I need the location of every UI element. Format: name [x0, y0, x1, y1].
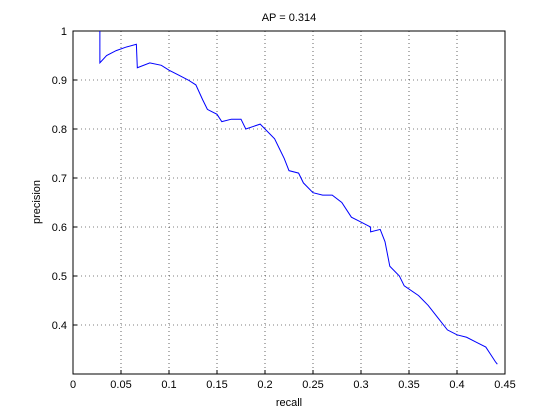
- chart-title: AP = 0.314: [262, 12, 317, 24]
- y-tick-label: 0.8: [52, 124, 67, 136]
- x-tick-label: 0.05: [110, 379, 131, 391]
- x-tick-label: 0.25: [302, 379, 323, 391]
- x-axis-label: recall: [276, 397, 302, 409]
- y-axis-label: precision: [31, 180, 43, 224]
- x-tick-label: 0.1: [161, 379, 176, 391]
- y-tick-label: 1: [61, 26, 67, 38]
- data-line: [99, 31, 498, 365]
- y-tick-label: 0.6: [52, 222, 67, 234]
- x-tick-label: 0.2: [257, 379, 272, 391]
- y-tick-label: 0.4: [52, 320, 67, 332]
- plot-frame: [72, 30, 506, 375]
- y-tick-label: 0.5: [52, 271, 67, 283]
- x-tick-label: 0.35: [398, 379, 419, 391]
- x-tick-label: 0.15: [206, 379, 227, 391]
- x-tick-label: 0.3: [353, 379, 368, 391]
- x-tick-label: 0.4: [449, 379, 464, 391]
- x-tick-label: 0.45: [494, 379, 515, 391]
- y-tick-label: 0.7: [52, 173, 67, 185]
- y-tick-label: 0.9: [52, 75, 67, 87]
- x-tick-label: 0: [70, 379, 76, 391]
